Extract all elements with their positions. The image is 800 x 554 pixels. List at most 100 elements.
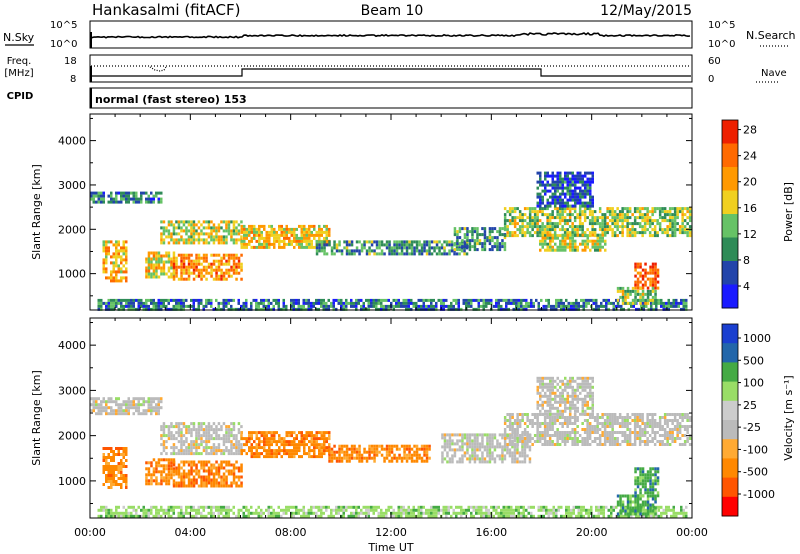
echo-cell [167, 425, 171, 429]
echo-cell [486, 445, 489, 449]
echo-cell [182, 220, 186, 224]
echo-cell [583, 210, 587, 214]
echo-cell [544, 174, 547, 178]
echo-cell [468, 248, 472, 252]
echo-cell [162, 434, 166, 438]
echo-cell [202, 220, 206, 224]
echo-cell [613, 210, 617, 214]
echo-cell [488, 227, 492, 231]
echo-cell [641, 207, 644, 211]
echo-cell [586, 245, 589, 249]
echo-cell [544, 186, 547, 190]
echo-cell [405, 298, 408, 302]
echo-cell [531, 234, 534, 238]
echo-cell [430, 514, 433, 518]
echo-cell [502, 514, 505, 518]
echo-cell [661, 231, 664, 235]
echo-cell [461, 436, 464, 440]
echo-cell [175, 259, 178, 263]
echo-cell [192, 452, 196, 456]
echo-cell [190, 469, 193, 473]
echo-cell [197, 425, 201, 429]
echo-cell [325, 230, 328, 234]
echo-cell [549, 183, 552, 187]
echo-cell [589, 201, 592, 205]
echo-cell [466, 445, 469, 449]
echo-cell [385, 450, 389, 454]
echo-cell [105, 243, 108, 247]
echo-cell [167, 514, 170, 518]
echo-cell [591, 204, 594, 208]
echo-cell [255, 446, 258, 450]
echo-cell [345, 246, 349, 250]
echo-cell [270, 505, 273, 509]
echo-cell [397, 301, 400, 305]
echo-cell [585, 508, 588, 512]
echo-cell [463, 236, 467, 240]
echo-cell [686, 231, 689, 235]
echo-cell [590, 298, 593, 302]
echo-cell [255, 227, 258, 231]
echo-cell [471, 457, 474, 461]
echo-cell [477, 307, 480, 311]
echo-cell [237, 511, 240, 515]
echo-cell [115, 412, 118, 416]
echo-cell [150, 260, 153, 264]
echo-cell [636, 283, 640, 287]
echo-cell [616, 213, 619, 217]
echo-cell [225, 505, 228, 509]
echo-cell [585, 304, 588, 308]
echo-cell [150, 403, 153, 407]
echo-cell [581, 201, 584, 205]
echo-cell [140, 191, 143, 195]
echo-cell [97, 298, 100, 302]
echo-cell [496, 230, 499, 234]
echo-cell [192, 232, 196, 236]
echo-cell [260, 236, 263, 240]
echo-cell [197, 262, 201, 266]
echo-cell [225, 229, 228, 233]
echo-cell [175, 238, 178, 242]
echo-cell [248, 224, 251, 228]
echo-cell [160, 505, 163, 509]
echo-cell [323, 252, 326, 256]
echo-cell [258, 452, 261, 456]
echo-cell [267, 508, 270, 512]
echo-cell [618, 219, 622, 223]
echo-cell [140, 298, 143, 302]
echo-cell [300, 434, 303, 438]
echo-cell [456, 460, 459, 464]
echo-cell [225, 259, 228, 263]
echo-cell [641, 283, 645, 287]
echo-cell [458, 433, 462, 437]
echo-cell [443, 439, 447, 443]
echo-cell [523, 207, 527, 211]
echo-cell [682, 514, 685, 518]
echo-cell [212, 428, 216, 432]
echo-cell [461, 227, 464, 231]
echo-cell [217, 508, 220, 512]
echo-cell [100, 307, 103, 311]
echo-cell [215, 271, 218, 275]
echo-cell [190, 262, 193, 266]
echo-cell [275, 449, 278, 453]
echo-cell [293, 239, 296, 243]
echo-cell [240, 307, 243, 311]
echo-cell [620, 505, 623, 509]
echo-cell [522, 514, 525, 518]
echo-cell [651, 277, 655, 281]
echo-cell [647, 514, 650, 518]
echo-cell [453, 233, 457, 237]
echo-cell [365, 456, 369, 460]
echo-cell [107, 400, 110, 404]
echo-cell [185, 256, 188, 260]
echo-cell [653, 231, 657, 235]
echo-cell [147, 482, 151, 486]
echo-cell [180, 298, 183, 302]
echo-cell [152, 194, 155, 198]
echo-cell [407, 298, 410, 302]
echo-cell [310, 505, 313, 509]
echo-cell [125, 474, 128, 477]
echo-cell [491, 227, 494, 231]
echo-cell [512, 511, 515, 515]
